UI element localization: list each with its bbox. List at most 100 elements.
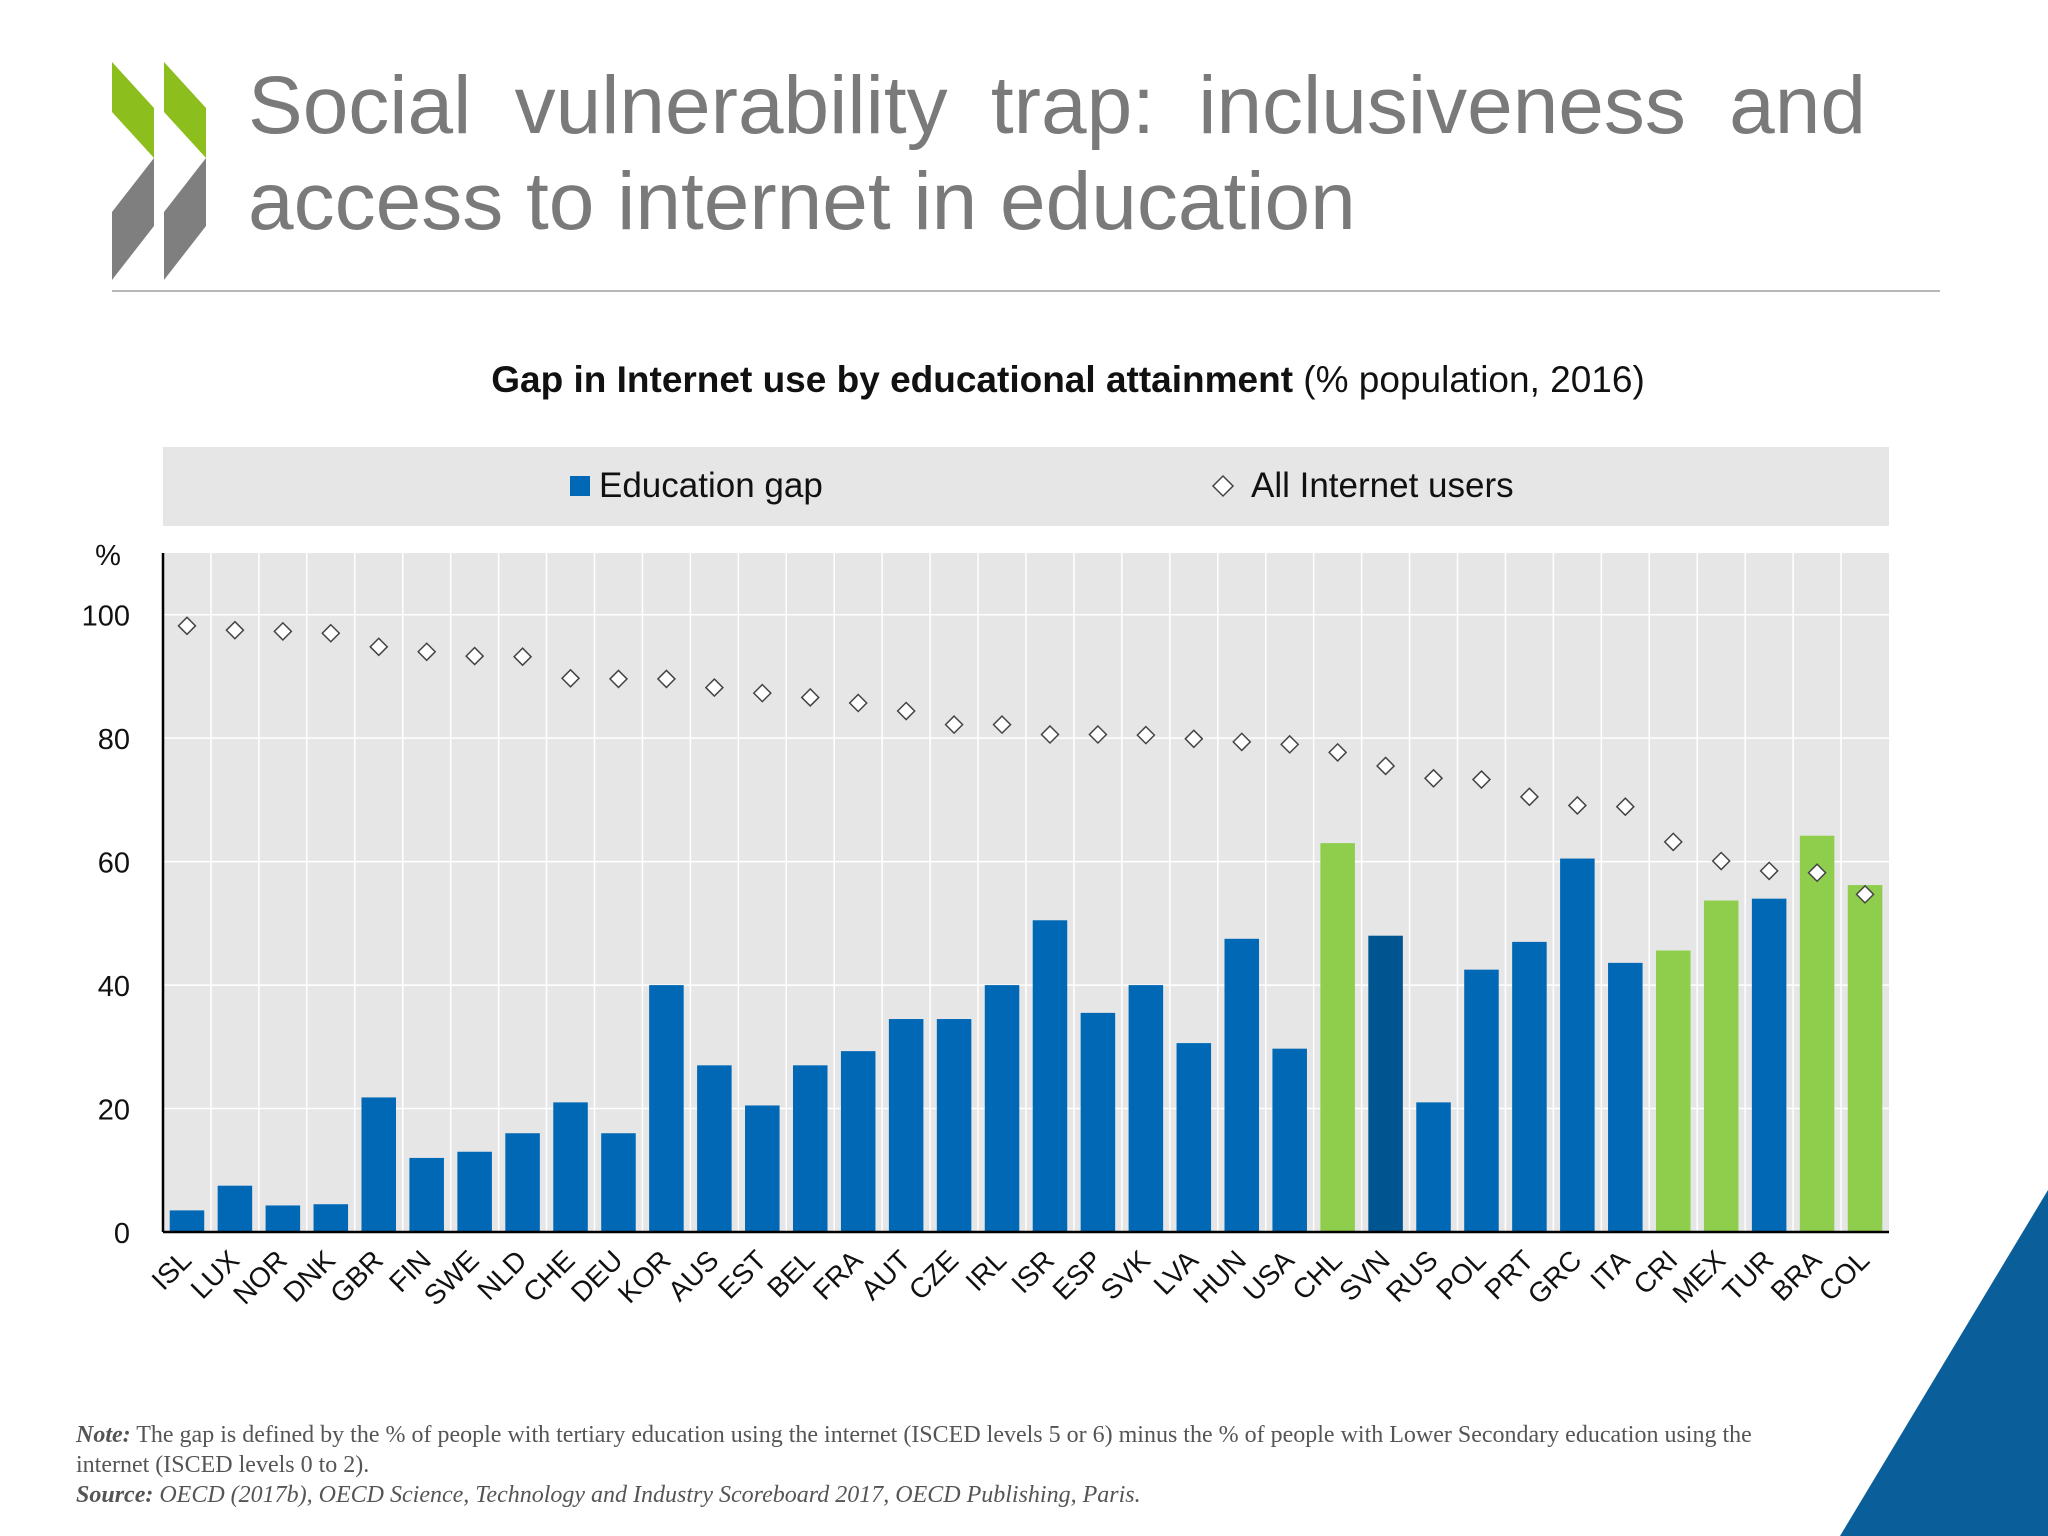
x-tick-label: DNK xyxy=(277,1244,341,1308)
x-tick-label: USA xyxy=(1237,1244,1300,1307)
marker-irl xyxy=(992,715,1012,735)
bar-aut xyxy=(888,1019,924,1232)
marker-bra xyxy=(1807,863,1827,883)
x-tick-label: AUT xyxy=(855,1244,917,1306)
x-tick-label: POL xyxy=(1430,1244,1492,1306)
marker-nld xyxy=(513,647,533,667)
x-tick-label: GBR xyxy=(324,1244,389,1309)
x-tick-label: CHE xyxy=(517,1244,581,1308)
bar-dnk xyxy=(313,1204,349,1232)
marker-hun xyxy=(1232,732,1252,752)
x-tick-label: SWE xyxy=(418,1244,485,1311)
marker-bel xyxy=(800,687,820,708)
y-tick-label: 60 xyxy=(98,848,130,880)
marker-che xyxy=(560,668,581,688)
marker-lva xyxy=(1184,729,1204,749)
bar-fra xyxy=(840,1051,876,1232)
marker-swe xyxy=(465,646,485,666)
note-text: The gap is defined by the % of people wi… xyxy=(76,1422,1752,1478)
bar-aus xyxy=(697,1065,732,1232)
y-tick-label: 80 xyxy=(98,724,130,756)
bar-hun xyxy=(1224,938,1260,1232)
chart: Gap in Internet use by educational attai… xyxy=(82,359,1889,1311)
bars xyxy=(169,835,1883,1232)
bar-usa xyxy=(1272,1048,1307,1232)
marker-ita xyxy=(1615,797,1635,817)
x-tick-label: SVN xyxy=(1333,1244,1396,1307)
marker-isr xyxy=(1040,724,1060,745)
x-tick-label: SVK xyxy=(1095,1244,1157,1306)
legend-bar-swatch xyxy=(570,476,590,496)
bar-irl xyxy=(984,985,1020,1232)
x-tick-label: COL xyxy=(1813,1244,1876,1307)
marker-isl xyxy=(177,616,197,636)
legend-diamond-icon xyxy=(1211,474,1235,498)
y-tick-label: 20 xyxy=(98,1095,130,1127)
marker-rus xyxy=(1423,768,1444,788)
oecd-logo-icon xyxy=(112,62,206,280)
x-tick-label: MEX xyxy=(1667,1244,1732,1309)
bar-nor xyxy=(265,1205,301,1232)
marker-nor xyxy=(273,621,293,641)
bar-isr xyxy=(1032,920,1068,1232)
x-tick-label: ITA xyxy=(1584,1244,1635,1295)
bar-fin xyxy=(409,1157,444,1232)
bar-cze xyxy=(936,1019,972,1232)
y-ticks: 0 20 40 60 80 100 xyxy=(82,601,130,1250)
marker-deu xyxy=(608,669,629,689)
x-tick-label: AUS xyxy=(662,1244,725,1307)
note-label: Note: xyxy=(76,1422,131,1448)
x-tick-label: RUS xyxy=(1380,1244,1444,1308)
bar-cri xyxy=(1655,950,1691,1232)
marker-cze xyxy=(944,715,964,735)
x-tick-label: KOR xyxy=(612,1244,677,1309)
page-title: Social vulnerability trap: inclusiveness… xyxy=(248,60,1866,247)
chart-title-bold: Gap in Internet use by educational attai… xyxy=(491,359,1293,400)
marker-dnk xyxy=(321,623,341,643)
marker-est xyxy=(752,683,772,703)
bar-tur xyxy=(1751,898,1787,1232)
grid xyxy=(163,553,1889,1232)
bar-deu xyxy=(601,1133,636,1232)
corner-triangle-shape xyxy=(1840,1190,2048,1536)
markers xyxy=(177,616,1875,904)
bar-lva xyxy=(1176,1043,1212,1232)
marker-grc xyxy=(1567,795,1587,816)
title-divider xyxy=(112,290,1940,292)
axes xyxy=(161,553,1889,1234)
marker-svk xyxy=(1136,725,1156,745)
marker-col xyxy=(1855,884,1875,904)
legend-bar-label: Education gap xyxy=(599,466,823,505)
footnotes: Note: The gap is defined by the % of peo… xyxy=(76,1420,1826,1510)
bar-mex xyxy=(1703,900,1739,1232)
chart-title: Gap in Internet use by educational attai… xyxy=(491,359,1645,400)
y-tick-label: 0 xyxy=(114,1218,130,1250)
marker-kor xyxy=(656,669,676,689)
bar-col xyxy=(1847,885,1883,1232)
marker-aut xyxy=(896,701,916,721)
x-tick-label: NLD xyxy=(471,1244,533,1306)
chart-title-rest: (% population, 2016) xyxy=(1293,359,1645,400)
bar-grc xyxy=(1560,858,1595,1232)
x-tick-label: FRA xyxy=(807,1244,869,1306)
x-tick-label: BRA xyxy=(1765,1244,1828,1307)
bar-rus xyxy=(1416,1102,1451,1232)
legend-box xyxy=(163,447,1889,526)
bar-nld xyxy=(505,1133,540,1232)
y-axis-label: % xyxy=(95,540,121,572)
bar-kor xyxy=(649,985,684,1232)
marker-esp xyxy=(1088,724,1108,745)
marker-aus xyxy=(704,678,724,698)
source-label: Source: xyxy=(76,1482,154,1508)
x-tick-label: HUN xyxy=(1187,1244,1252,1309)
bar-chl xyxy=(1320,843,1355,1232)
marker-chl xyxy=(1328,742,1348,762)
bar-swe xyxy=(457,1151,492,1232)
marker-cri xyxy=(1663,832,1683,852)
marker-lux xyxy=(225,620,245,640)
x-tick-label: DEU xyxy=(565,1244,629,1308)
bar-est xyxy=(745,1105,780,1232)
bar-che xyxy=(553,1102,588,1232)
marker-tur xyxy=(1759,861,1779,881)
